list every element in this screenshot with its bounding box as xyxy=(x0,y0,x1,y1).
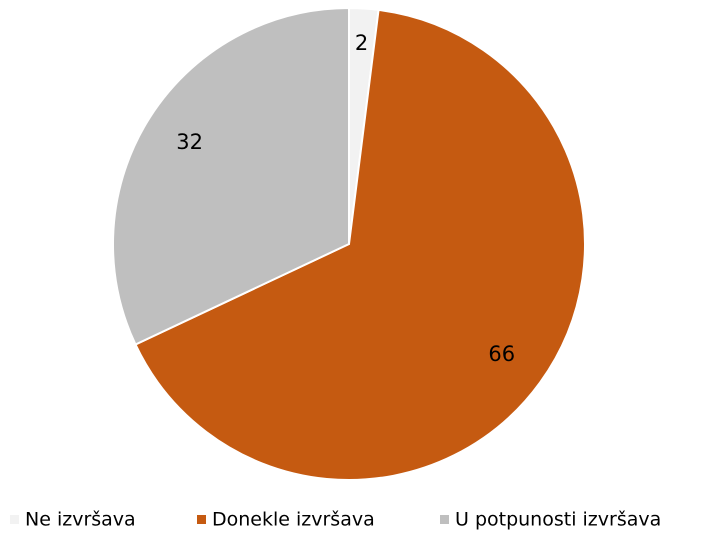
legend-label: Ne izvršava xyxy=(25,509,136,531)
legend-swatch xyxy=(440,515,449,524)
data-label: 2 xyxy=(355,31,368,55)
data-label: 66 xyxy=(488,342,515,366)
legend-label: U potpunosti izvršava xyxy=(455,509,661,531)
legend-swatch xyxy=(197,515,206,524)
data-label: 32 xyxy=(176,130,203,154)
legend-swatch xyxy=(10,515,19,524)
pie-slice xyxy=(134,8,586,481)
legend-label: Donekle izvršava xyxy=(212,509,375,531)
pie-slice xyxy=(112,6,350,346)
